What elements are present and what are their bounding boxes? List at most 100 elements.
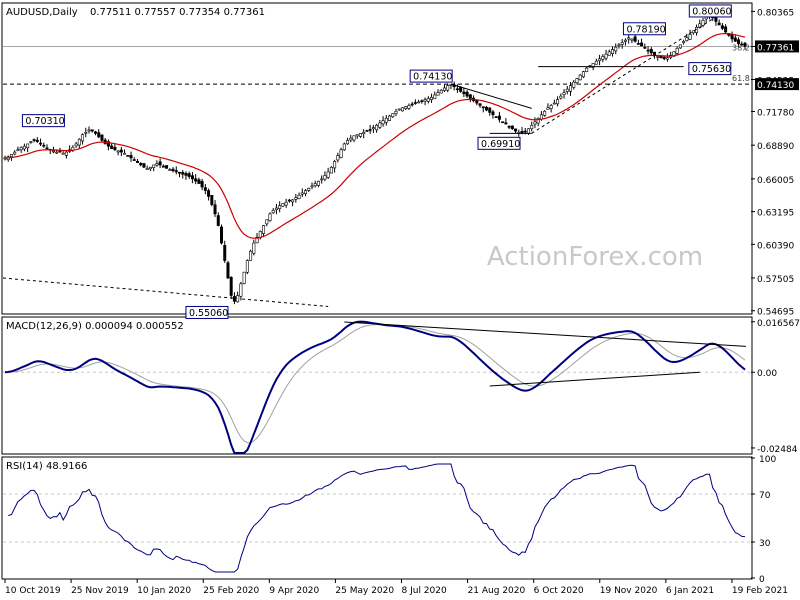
candle-body	[400, 107, 404, 112]
candle-body	[546, 107, 550, 110]
x-axis-label: 25 Nov 2019	[71, 586, 129, 596]
candle-body	[436, 92, 440, 96]
candle-body	[64, 151, 68, 156]
candle-body	[106, 141, 110, 147]
candle-body	[90, 129, 94, 132]
candle-body	[297, 194, 301, 199]
candle-body	[465, 91, 469, 97]
candle-body	[336, 155, 340, 161]
candle-body	[313, 183, 317, 187]
candle-body	[93, 131, 97, 134]
x-axis-label: 21 Aug 2020	[468, 586, 526, 596]
candle-body	[265, 219, 269, 225]
candle-body	[662, 56, 666, 60]
candle-body	[413, 102, 417, 104]
candle-body	[194, 178, 198, 182]
candle-body	[598, 58, 602, 61]
candle-body	[556, 99, 560, 105]
candle-body	[455, 88, 459, 91]
candle-body	[740, 43, 744, 46]
x-axis-label: 25 May 2020	[335, 586, 394, 596]
candle-body	[349, 137, 353, 141]
price-layer: 0.70310 0.55060 0.74130 0.69910 0.78190 0.756…	[2, 4, 751, 319]
price-axis-label: 0.60390	[757, 241, 794, 251]
candle-body	[190, 175, 194, 180]
candle-body	[226, 262, 230, 279]
candle-body	[675, 48, 679, 54]
price-axis-label: 0.77361	[757, 43, 794, 53]
candle-body	[119, 149, 123, 153]
candle-body	[165, 165, 169, 169]
candle-body	[656, 56, 660, 58]
candle-body	[13, 151, 17, 155]
candle-body	[61, 152, 65, 155]
candle-body	[304, 190, 308, 194]
candle-body	[484, 106, 488, 111]
candle-body	[620, 42, 624, 45]
candle-body	[210, 195, 214, 205]
x-axis-label: 19 Nov 2020	[600, 586, 658, 596]
candle-body	[646, 49, 650, 52]
candle-body	[730, 34, 734, 40]
candle-body	[97, 132, 101, 138]
rsi-axis-label: 100	[759, 455, 776, 465]
axis-layer: 0.803650.773610.745250.717800.688900.660…	[4, 8, 800, 596]
candle-body	[274, 207, 278, 211]
price-axis-label: 0.68890	[757, 142, 794, 152]
candle-body	[478, 103, 482, 106]
macd-upper-trendline	[344, 321, 747, 347]
rsi-label: RSI(14) 48.9166	[6, 461, 87, 472]
candle-body	[45, 147, 49, 150]
price-panel-frame	[1, 2, 753, 315]
candle-body	[552, 102, 556, 105]
candle-body	[743, 42, 747, 47]
candle-body	[643, 47, 647, 49]
x-axis-label: 6 Oct 2020	[534, 586, 584, 596]
candle-body	[717, 22, 721, 26]
candle-body	[329, 166, 333, 174]
candle-body	[682, 41, 686, 44]
candle-body	[55, 151, 59, 154]
candle-body	[526, 128, 530, 134]
candle-body	[203, 187, 207, 191]
candle-body	[81, 134, 85, 142]
price-annotation-box	[21, 114, 65, 128]
fib-label: 38.2	[732, 43, 750, 52]
candle-body	[607, 51, 611, 56]
candle-body	[633, 36, 637, 42]
candle-body	[333, 161, 337, 169]
candle-body	[368, 129, 372, 131]
candle-body	[533, 121, 537, 125]
candle-body	[242, 271, 246, 284]
candle-body	[320, 178, 324, 181]
watermark: ActionForex.com	[487, 242, 703, 272]
candle-body	[87, 129, 91, 132]
candle-body	[420, 100, 424, 102]
candle-body	[678, 44, 682, 49]
candle-body	[355, 134, 359, 137]
macd-label: MACD(12,26,9) 0.000094 0.000552	[6, 321, 184, 332]
candle-body	[688, 34, 692, 40]
macd-axis-label: 0.00	[757, 369, 777, 379]
candle-body	[601, 56, 605, 60]
candle-body	[326, 171, 330, 178]
candle-body	[294, 197, 298, 200]
candle-body	[252, 242, 256, 254]
candle-body	[504, 122, 508, 125]
candle-body	[174, 170, 178, 173]
rsi-axis-label: 30	[759, 539, 771, 549]
candle-body	[200, 181, 204, 188]
ohlc-label: 0.77511 0.77557 0.77354 0.77361	[90, 7, 265, 18]
candle-body	[126, 155, 130, 157]
candle-body	[310, 185, 314, 188]
candle-body	[462, 91, 466, 95]
candle-body	[388, 115, 392, 121]
candle-body	[139, 162, 143, 166]
candle-body	[207, 190, 211, 197]
candle-body	[365, 130, 369, 132]
candle-body	[617, 44, 621, 47]
candle-body	[549, 105, 553, 109]
level-price-label: 0.74130	[757, 81, 794, 91]
candle-body	[223, 244, 227, 261]
